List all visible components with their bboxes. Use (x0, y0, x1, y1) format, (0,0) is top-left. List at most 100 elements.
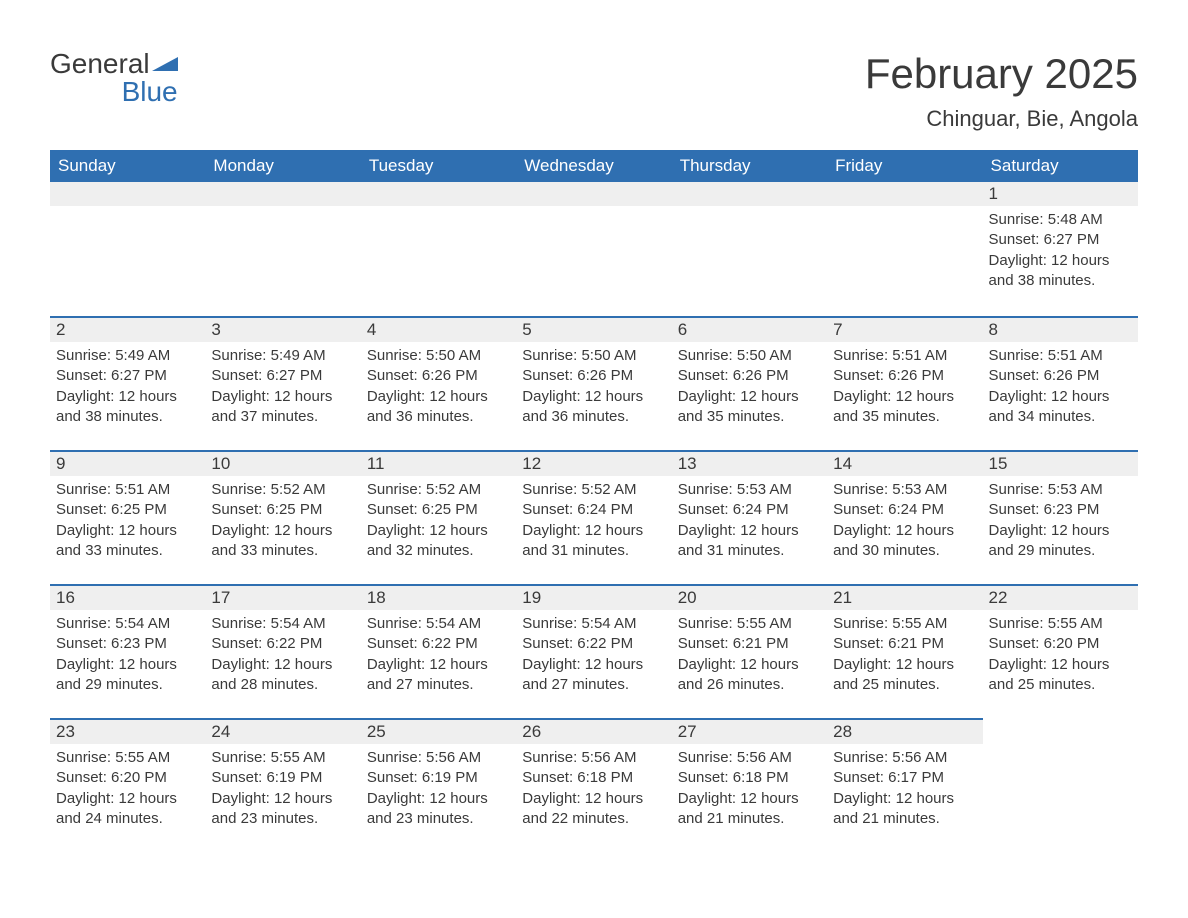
calendar-cell: 21Sunrise: 5:55 AMSunset: 6:21 PMDayligh… (827, 584, 982, 718)
calendar-cell: 4Sunrise: 5:50 AMSunset: 6:26 PMDaylight… (361, 316, 516, 450)
calendar-cell: 14Sunrise: 5:53 AMSunset: 6:24 PMDayligh… (827, 450, 982, 584)
day-number: 15 (983, 450, 1138, 476)
day-number: 22 (983, 584, 1138, 610)
calendar-cell (361, 182, 516, 316)
empty-day-bar (827, 182, 982, 206)
weekday-header: Wednesday (516, 150, 671, 182)
empty-day-bar (205, 182, 360, 206)
calendar-cell: 28Sunrise: 5:56 AMSunset: 6:17 PMDayligh… (827, 718, 982, 852)
day-number: 18 (361, 584, 516, 610)
calendar-cell: 12Sunrise: 5:52 AMSunset: 6:24 PMDayligh… (516, 450, 671, 584)
day-number: 2 (50, 316, 205, 342)
calendar-cell (672, 182, 827, 316)
day-number: 23 (50, 718, 205, 744)
empty-day-bar (361, 182, 516, 206)
day-details: Sunrise: 5:56 AMSunset: 6:19 PMDaylight:… (361, 744, 516, 835)
day-details: Sunrise: 5:50 AMSunset: 6:26 PMDaylight:… (516, 342, 671, 433)
day-details: Sunrise: 5:49 AMSunset: 6:27 PMDaylight:… (50, 342, 205, 433)
day-details: Sunrise: 5:55 AMSunset: 6:19 PMDaylight:… (205, 744, 360, 835)
calendar-cell: 24Sunrise: 5:55 AMSunset: 6:19 PMDayligh… (205, 718, 360, 852)
day-details: Sunrise: 5:50 AMSunset: 6:26 PMDaylight:… (672, 342, 827, 433)
day-number: 17 (205, 584, 360, 610)
day-details: Sunrise: 5:56 AMSunset: 6:18 PMDaylight:… (516, 744, 671, 835)
day-number: 10 (205, 450, 360, 476)
day-details: Sunrise: 5:50 AMSunset: 6:26 PMDaylight:… (361, 342, 516, 433)
day-details: Sunrise: 5:53 AMSunset: 6:23 PMDaylight:… (983, 476, 1138, 567)
day-details: Sunrise: 5:48 AMSunset: 6:27 PMDaylight:… (983, 206, 1138, 297)
day-details: Sunrise: 5:54 AMSunset: 6:22 PMDaylight:… (361, 610, 516, 701)
calendar-table: SundayMondayTuesdayWednesdayThursdayFrid… (50, 150, 1138, 852)
weekday-header: Friday (827, 150, 982, 182)
calendar-cell: 9Sunrise: 5:51 AMSunset: 6:25 PMDaylight… (50, 450, 205, 584)
calendar-cell: 17Sunrise: 5:54 AMSunset: 6:22 PMDayligh… (205, 584, 360, 718)
day-details: Sunrise: 5:54 AMSunset: 6:22 PMDaylight:… (205, 610, 360, 701)
day-number: 19 (516, 584, 671, 610)
calendar-cell (205, 182, 360, 316)
day-details: Sunrise: 5:52 AMSunset: 6:25 PMDaylight:… (361, 476, 516, 567)
day-number: 14 (827, 450, 982, 476)
day-number: 11 (361, 450, 516, 476)
day-number: 3 (205, 316, 360, 342)
day-number: 7 (827, 316, 982, 342)
location-text: Chinguar, Bie, Angola (865, 106, 1138, 132)
day-number: 6 (672, 316, 827, 342)
day-number: 16 (50, 584, 205, 610)
calendar-cell: 2Sunrise: 5:49 AMSunset: 6:27 PMDaylight… (50, 316, 205, 450)
day-number: 4 (361, 316, 516, 342)
calendar-cell: 22Sunrise: 5:55 AMSunset: 6:20 PMDayligh… (983, 584, 1138, 718)
day-number: 27 (672, 718, 827, 744)
day-number: 20 (672, 584, 827, 610)
empty-day-bar (516, 182, 671, 206)
day-details: Sunrise: 5:55 AMSunset: 6:21 PMDaylight:… (672, 610, 827, 701)
day-number: 24 (205, 718, 360, 744)
calendar-cell: 3Sunrise: 5:49 AMSunset: 6:27 PMDaylight… (205, 316, 360, 450)
calendar-cell: 10Sunrise: 5:52 AMSunset: 6:25 PMDayligh… (205, 450, 360, 584)
day-number: 13 (672, 450, 827, 476)
day-details: Sunrise: 5:51 AMSunset: 6:26 PMDaylight:… (983, 342, 1138, 433)
calendar-cell: 5Sunrise: 5:50 AMSunset: 6:26 PMDaylight… (516, 316, 671, 450)
day-number: 12 (516, 450, 671, 476)
calendar-cell: 15Sunrise: 5:53 AMSunset: 6:23 PMDayligh… (983, 450, 1138, 584)
empty-day-bar (50, 182, 205, 206)
calendar-cell: 1Sunrise: 5:48 AMSunset: 6:27 PMDaylight… (983, 182, 1138, 316)
weekday-header: Sunday (50, 150, 205, 182)
day-number: 5 (516, 316, 671, 342)
calendar-cell: 16Sunrise: 5:54 AMSunset: 6:23 PMDayligh… (50, 584, 205, 718)
calendar-cell: 6Sunrise: 5:50 AMSunset: 6:26 PMDaylight… (672, 316, 827, 450)
page-header: General Blue February 2025 Chinguar, Bie… (50, 50, 1138, 132)
calendar-cell: 8Sunrise: 5:51 AMSunset: 6:26 PMDaylight… (983, 316, 1138, 450)
calendar-cell: 27Sunrise: 5:56 AMSunset: 6:18 PMDayligh… (672, 718, 827, 852)
brand-logo: General Blue (50, 50, 178, 106)
day-number: 1 (983, 182, 1138, 206)
day-number: 25 (361, 718, 516, 744)
calendar-cell (516, 182, 671, 316)
day-number: 28 (827, 718, 982, 744)
day-details: Sunrise: 5:54 AMSunset: 6:22 PMDaylight:… (516, 610, 671, 701)
weekday-header: Tuesday (361, 150, 516, 182)
day-number: 9 (50, 450, 205, 476)
brand-part2: Blue (122, 76, 178, 107)
day-details: Sunrise: 5:56 AMSunset: 6:18 PMDaylight:… (672, 744, 827, 835)
month-title: February 2025 (865, 50, 1138, 98)
day-details: Sunrise: 5:49 AMSunset: 6:27 PMDaylight:… (205, 342, 360, 433)
calendar-cell: 11Sunrise: 5:52 AMSunset: 6:25 PMDayligh… (361, 450, 516, 584)
calendar-cell: 20Sunrise: 5:55 AMSunset: 6:21 PMDayligh… (672, 584, 827, 718)
title-block: February 2025 Chinguar, Bie, Angola (865, 50, 1138, 132)
empty-day-bar (672, 182, 827, 206)
calendar-cell (827, 182, 982, 316)
weekday-header: Saturday (983, 150, 1138, 182)
weekday-header: Thursday (672, 150, 827, 182)
day-details: Sunrise: 5:52 AMSunset: 6:24 PMDaylight:… (516, 476, 671, 567)
calendar-cell: 26Sunrise: 5:56 AMSunset: 6:18 PMDayligh… (516, 718, 671, 852)
calendar-cell: 23Sunrise: 5:55 AMSunset: 6:20 PMDayligh… (50, 718, 205, 852)
calendar-cell (50, 182, 205, 316)
calendar-cell: 13Sunrise: 5:53 AMSunset: 6:24 PMDayligh… (672, 450, 827, 584)
day-number: 26 (516, 718, 671, 744)
day-details: Sunrise: 5:52 AMSunset: 6:25 PMDaylight:… (205, 476, 360, 567)
day-details: Sunrise: 5:51 AMSunset: 6:26 PMDaylight:… (827, 342, 982, 433)
calendar-body: 1Sunrise: 5:48 AMSunset: 6:27 PMDaylight… (50, 182, 1138, 852)
day-number: 8 (983, 316, 1138, 342)
day-details: Sunrise: 5:55 AMSunset: 6:20 PMDaylight:… (983, 610, 1138, 701)
weekday-header: Monday (205, 150, 360, 182)
calendar-cell (983, 718, 1138, 852)
